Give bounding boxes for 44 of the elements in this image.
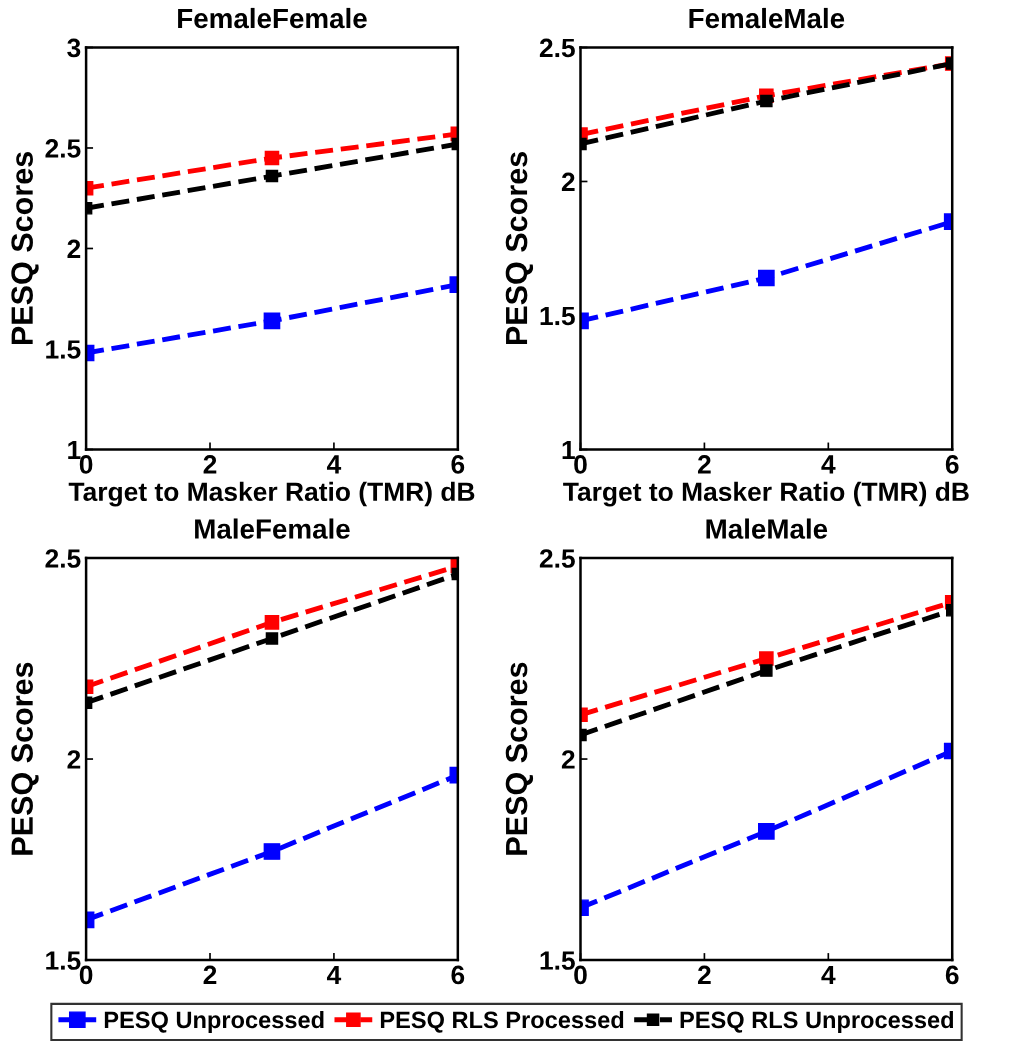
chart-title: MaleMale [706, 518, 828, 539]
x-tick-label: 0 [79, 965, 93, 985]
y-tick-label: 2.5 [539, 38, 575, 58]
legend-label: PESQ Unprocessed [104, 1010, 324, 1033]
x-tick-label: 6 [945, 455, 959, 474]
x-tick-label: 2 [203, 965, 217, 985]
y-tick-label: 1.5 [540, 306, 575, 326]
y-tick-label: 2 [561, 172, 575, 192]
y-tick-label: 2 [67, 750, 81, 769]
chart-title: MaleFemale [195, 518, 350, 539]
y-tick-label: 2 [561, 750, 575, 769]
x-tick-label: 2 [697, 455, 711, 474]
x-tick-label: 4 [326, 455, 342, 474]
y-tick-label: 3 [67, 38, 81, 58]
y-tick-label: 2 [67, 239, 81, 259]
y-tick-label: 1 [562, 440, 575, 460]
y-tick-label: 2.5 [539, 549, 575, 568]
x-tick-label: 2 [203, 455, 217, 474]
x-tick-label: 2 [697, 965, 711, 985]
y-tick-label: 1 [68, 440, 81, 460]
x-tick-label: 4 [821, 965, 836, 985]
x-tick-label: 6 [451, 965, 465, 985]
x-axis-title: Target to Masker Ratio (TMR) dB [68, 481, 475, 507]
x-tick-label: 4 [821, 455, 836, 474]
x-tick-label: 6 [451, 455, 465, 474]
x-tick-label: 0 [79, 455, 93, 474]
y-axis-title: PESQ Scores [505, 152, 534, 345]
x-tick-label: 0 [574, 965, 587, 985]
x-tick-label: 0 [574, 455, 587, 474]
x-tick-label: 4 [326, 965, 342, 985]
y-tick-label: 2.5 [45, 139, 81, 158]
legend-label: PESQ RLS Processed [380, 1010, 624, 1033]
y-tick-label: 2.5 [45, 549, 81, 568]
chart-title: FemaleFemale [178, 7, 367, 29]
y-axis-title: PESQ Scores [11, 152, 39, 345]
y-tick-label: 1.5 [540, 951, 575, 970]
y-tick-label: 1.5 [46, 951, 81, 970]
y-tick-label: 1.5 [46, 340, 81, 359]
x-tick-label: 6 [945, 965, 959, 985]
x-axis-title: Target to Masker Ratio (TMR) dB [563, 481, 969, 507]
y-axis-title: PESQ Scores [11, 662, 39, 855]
chart-title: FemaleMale [689, 7, 845, 29]
y-axis-title: PESQ Scores [505, 662, 534, 855]
legend-label: PESQ RLS Unprocessed [680, 1010, 954, 1033]
